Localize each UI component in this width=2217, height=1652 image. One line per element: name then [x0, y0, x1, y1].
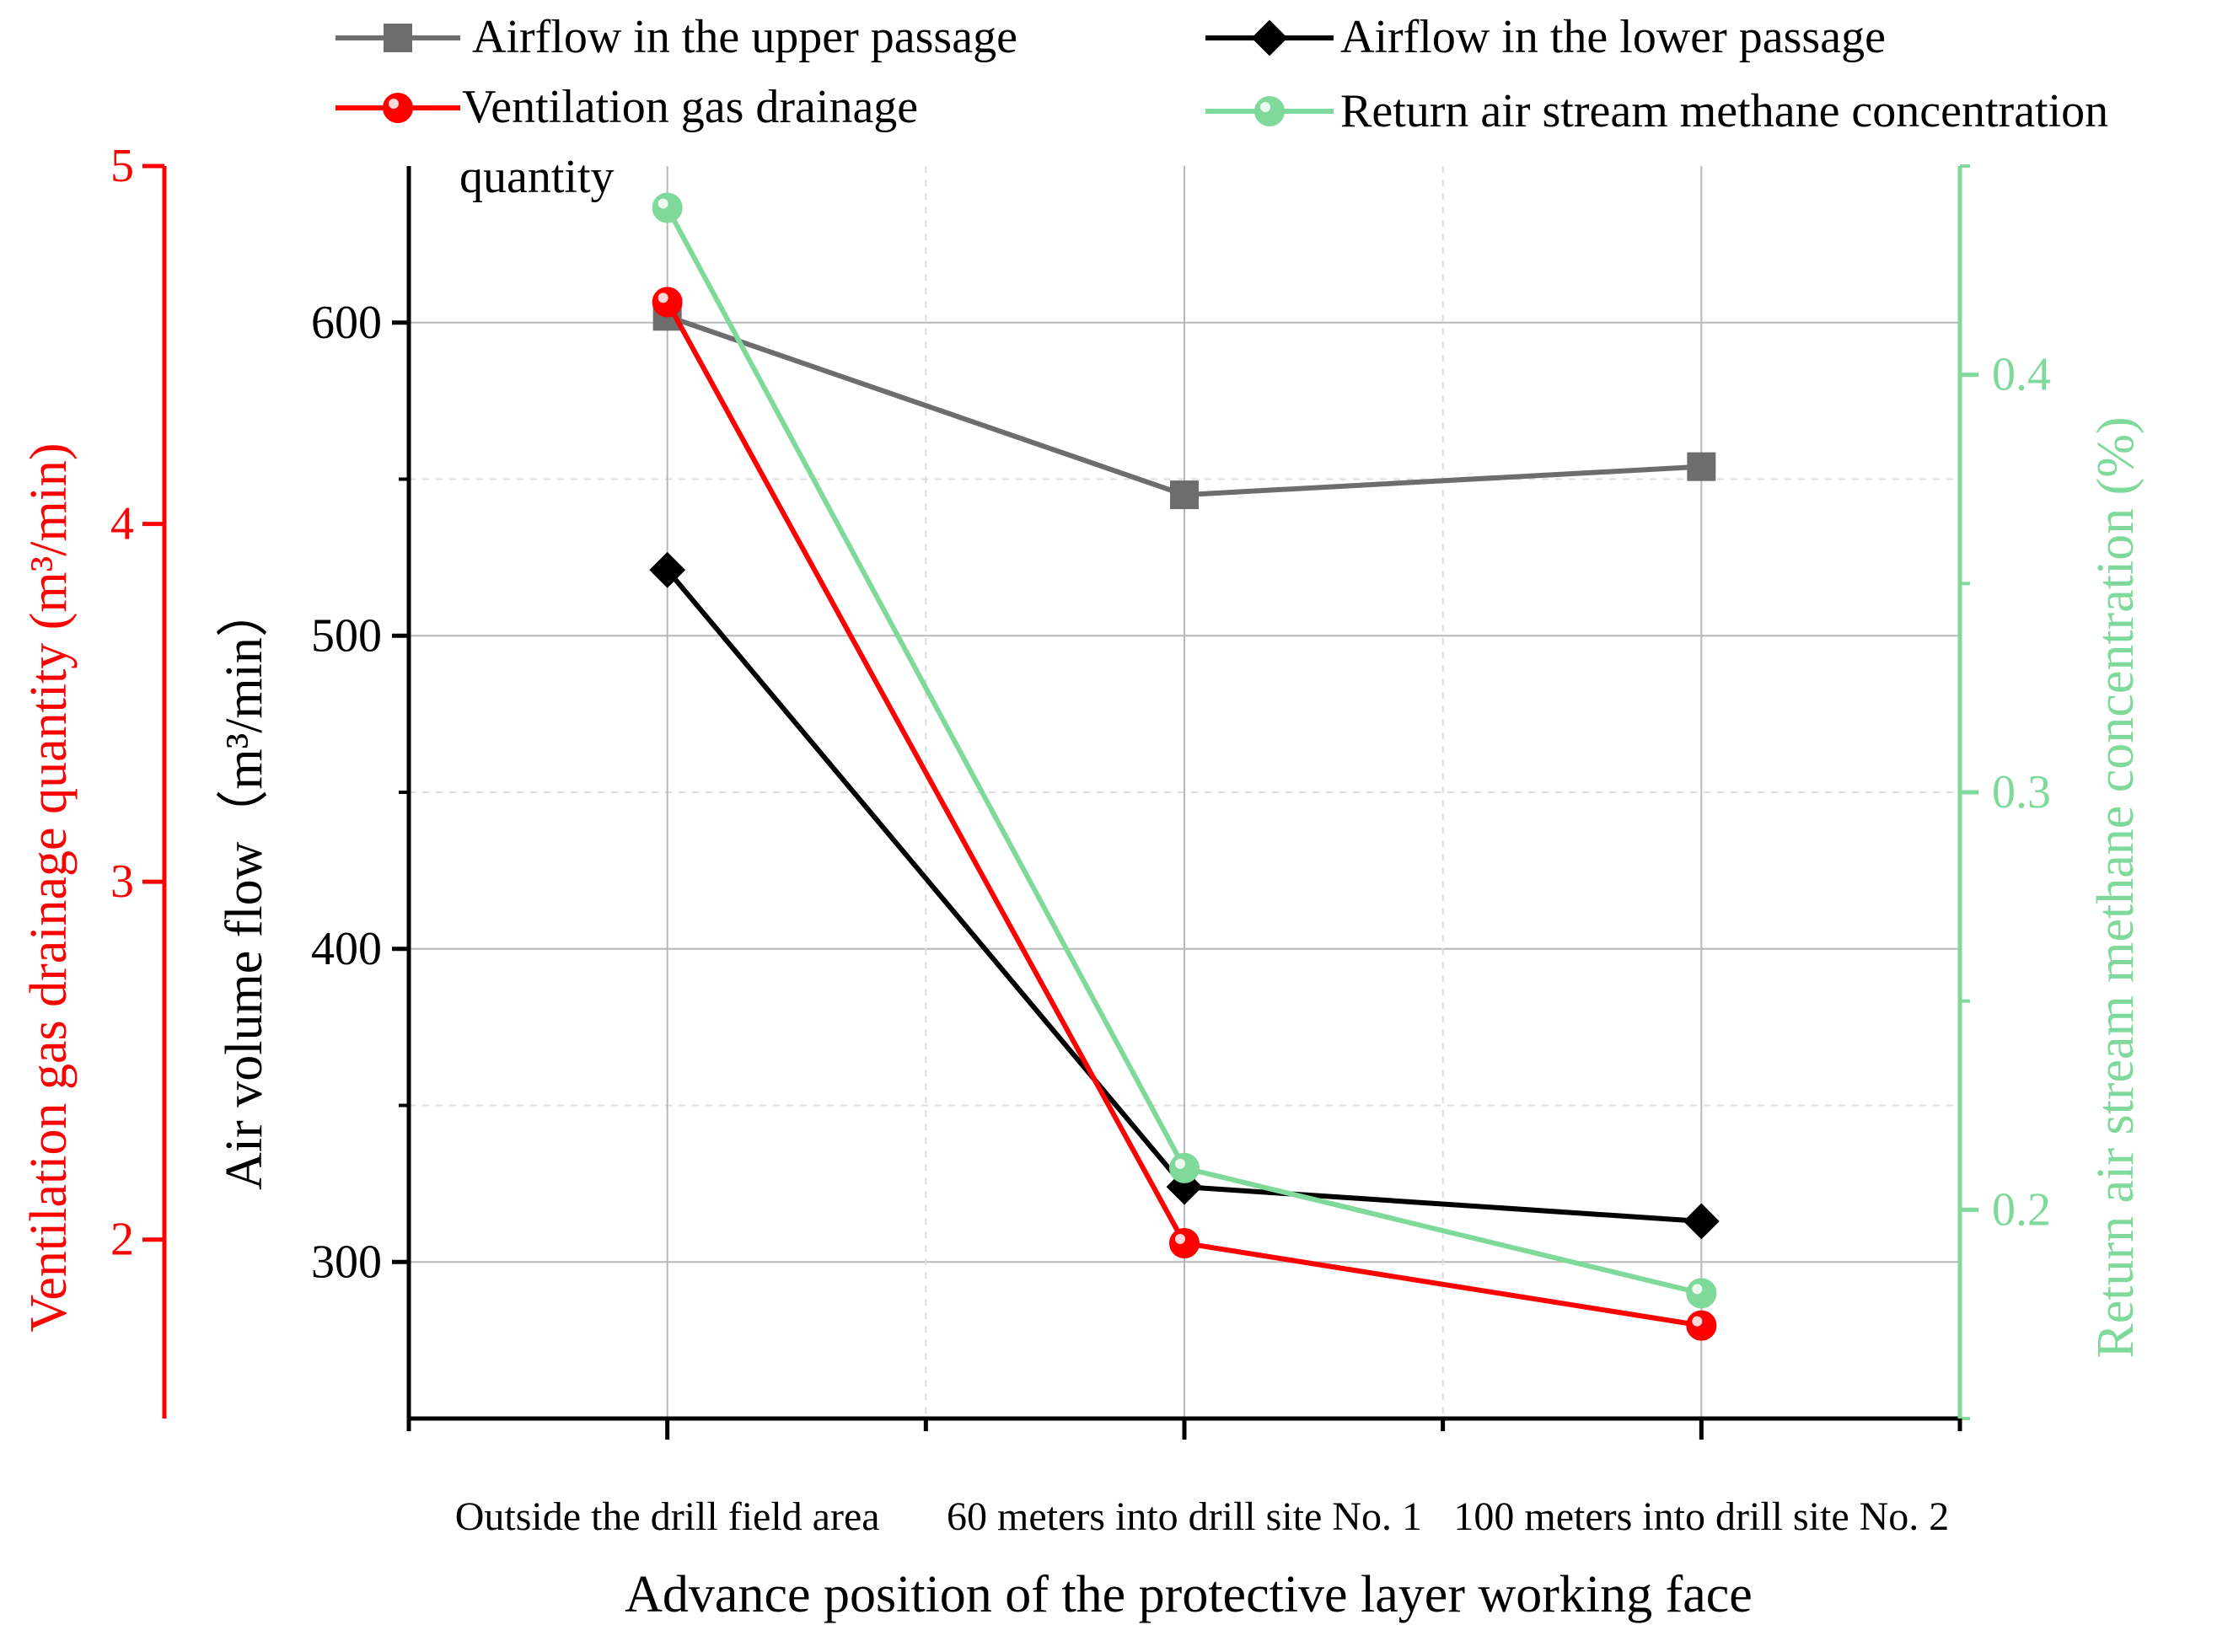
legend-symbol-lower-marker: [1251, 19, 1288, 56]
series-2-point-1-highlight: [1175, 1233, 1185, 1244]
left-secondary-axis-label: Ventilation gas drainage quantity (m³/mi…: [20, 442, 78, 1332]
right-axis-tick-label: 0.4: [1992, 349, 2051, 401]
legend-symbol-methane-marker-highlight: [1260, 102, 1270, 112]
series-2-point-2: [1686, 1310, 1717, 1341]
left-primary-tick-label: 300: [311, 1236, 382, 1288]
left-primary-tick-label: 500: [311, 609, 382, 662]
left-primary-tick-label: 400: [311, 923, 382, 975]
x-axis-label: Advance position of the protective layer…: [625, 1566, 1753, 1623]
legend-text-lower: Airflow in the lower passage: [1340, 11, 1886, 63]
right-axis-label: Return air stream methane concentration …: [2087, 416, 2145, 1358]
series-1-point-2: [1683, 1203, 1720, 1240]
right-axis-tick-label: 0.3: [1992, 766, 2051, 818]
series-3-point-1-highlight: [1175, 1158, 1185, 1169]
legend-symbol-methane-marker: [1254, 96, 1285, 126]
series-2-point-0-highlight: [658, 292, 668, 303]
left-primary-tick-label: 600: [311, 297, 382, 349]
x-axis-tick-label: 60 meters into drill site No. 1: [947, 1494, 1422, 1539]
series-0-point-1: [1170, 480, 1199, 510]
left-secondary-tick-label: 4: [110, 498, 134, 550]
series-0-point-2: [1687, 452, 1716, 481]
left-primary-axis-label: Air volume flow（m³/min）: [216, 585, 273, 1190]
x-axis-tick-label: 100 meters into drill site No. 2: [1453, 1494, 1949, 1539]
left-secondary-tick-label: 5: [110, 140, 134, 192]
right-axis-tick-label: 0.2: [1992, 1183, 2051, 1236]
series-3-point-2: [1686, 1278, 1717, 1309]
series-2-point-2-highlight: [1692, 1316, 1703, 1327]
series-3-point-2-highlight: [1692, 1284, 1703, 1295]
legend-text-drainage-line2: quantity: [459, 151, 615, 203]
legend-text-drainage-line1: Ventilation gas drainage: [462, 81, 918, 133]
axes-layer: 300 400 500 600 2 3 4 5 0.2 0.3 0.4 Outside the dri…: [110, 140, 2051, 1539]
legend-symbol-drainage-marker: [383, 93, 413, 123]
series-2-point-0: [652, 287, 683, 318]
legend-text-methane: Return air stream methane concentration: [1340, 85, 2108, 137]
series-3-point-0: [652, 192, 683, 223]
x-axis-tick-label: Outside the drill field area: [455, 1494, 880, 1539]
series-1-point-0: [649, 551, 686, 588]
legend-symbol-upper-marker: [384, 24, 412, 52]
series-3-point-0-highlight: [658, 198, 668, 209]
left-secondary-tick-label: 3: [110, 856, 134, 908]
series-layer: [649, 192, 1720, 1341]
series-2-point-1: [1169, 1227, 1200, 1258]
legend-symbol-drainage-marker-highlight: [389, 99, 399, 109]
left-secondary-tick-label: 2: [110, 1214, 134, 1266]
legend-text-upper: Airflow in the upper passage: [472, 11, 1017, 63]
series-3-point-1: [1169, 1152, 1200, 1183]
legend-layer: [336, 19, 1334, 126]
